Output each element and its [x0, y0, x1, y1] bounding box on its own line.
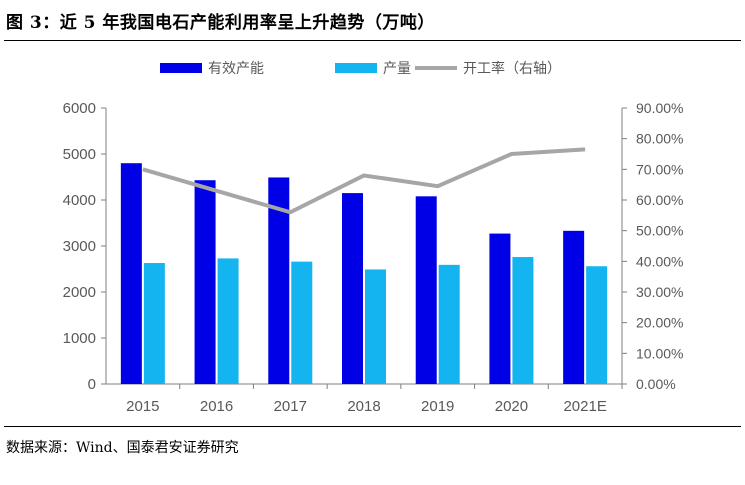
bar-output [512, 257, 534, 384]
bar-capacity [415, 196, 437, 384]
y-right-tick-label: 10.00% [636, 345, 683, 361]
x-tick-label: 2018 [347, 398, 380, 415]
y-right-tick-label: 0.00% [636, 376, 676, 392]
x-tick-label: 2015 [126, 398, 159, 415]
y-left-tick-label: 4000 [63, 192, 96, 209]
legend-swatch [160, 63, 202, 73]
top-rule [4, 40, 741, 41]
bar-output [365, 269, 386, 384]
figure-title: 图 3：近 5 年我国电石产能利用率呈上升趋势（万吨） [6, 13, 435, 33]
x-tick-label: 2020 [495, 398, 528, 415]
y-left-tick-label: 6000 [63, 100, 96, 117]
y-right-tick-label: 40.00% [636, 253, 683, 269]
legend-label: 开工率（右轴） [463, 60, 561, 77]
bar-output [143, 263, 165, 384]
line-utilization [142, 147, 586, 215]
y-right-tick-label: 80.00% [636, 131, 683, 147]
bar-capacity [563, 230, 585, 384]
bar-output [438, 264, 460, 384]
y-right-tick-label: 90.00% [636, 100, 683, 116]
bar-output [586, 266, 608, 384]
legend-label: 产量 [383, 61, 411, 77]
y-right-tick-label: 30.00% [636, 284, 683, 300]
y-left-tick-label: 3000 [63, 238, 96, 255]
y-right-tick-label: 70.00% [636, 161, 683, 177]
x-tick-label: 2019 [421, 398, 454, 415]
bar-capacity [120, 163, 142, 384]
bar-capacity [194, 180, 216, 384]
legend-swatch [415, 66, 457, 70]
bar-output [291, 261, 313, 384]
y-left-tick-label: 5000 [63, 146, 96, 163]
legend-label: 有效产能 [208, 61, 264, 77]
y-right-tick-label: 50.00% [636, 223, 683, 239]
legend-swatch [335, 63, 377, 73]
bar-capacity [342, 193, 363, 384]
bar-capacity [489, 233, 511, 384]
x-tick-label: 2017 [274, 398, 307, 415]
y-left-tick-label: 0 [88, 376, 96, 393]
x-tick-label: 2016 [200, 398, 233, 415]
y-left-tick-label: 1000 [63, 330, 96, 347]
y-right-tick-label: 60.00% [636, 192, 683, 208]
bottom-rule [4, 426, 741, 427]
y-right-tick-label: 20.00% [636, 315, 683, 331]
bar-output [217, 258, 239, 384]
source-note: 数据来源：Wind、国泰君安证券研究 [6, 440, 239, 456]
bar-capacity [268, 177, 290, 384]
x-tick-label: 2021E [563, 398, 606, 415]
y-left-tick-label: 2000 [63, 284, 96, 301]
